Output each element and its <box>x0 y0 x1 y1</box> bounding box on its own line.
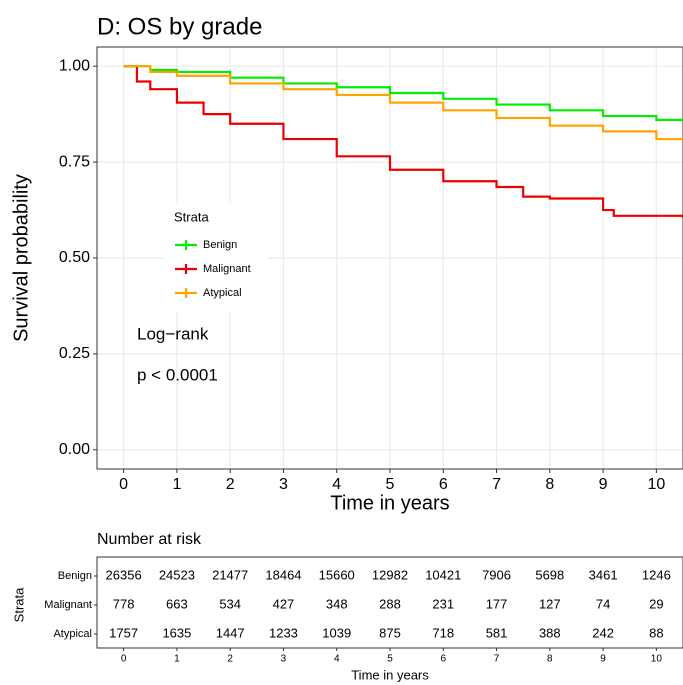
risk-count: 348 <box>326 596 348 611</box>
risk-count: 18464 <box>265 567 301 582</box>
risk-count: 24523 <box>159 567 195 582</box>
y-axis-title: Survival probability <box>10 174 32 342</box>
legend-label: Benign <box>203 239 237 251</box>
x-tick-label: 10 <box>647 476 665 493</box>
row-label: Benign <box>58 570 92 582</box>
y-tick-label: 1.00 <box>59 57 90 74</box>
table-panel <box>96 556 683 649</box>
risk-count: 74 <box>596 596 610 611</box>
x-tick-label: 9 <box>600 654 606 665</box>
table-title: Number at risk <box>97 531 202 548</box>
x-tick-label: 6 <box>439 476 448 493</box>
annotation: p < 0.0001 <box>137 365 218 384</box>
survival-curve <box>123 65 683 218</box>
x-tick-label: 8 <box>547 654 553 665</box>
legend-label: Atypical <box>203 287 242 299</box>
x-tick-label: 0 <box>119 476 128 493</box>
risk-count: 177 <box>486 596 508 611</box>
risk-count: 875 <box>379 625 401 640</box>
risk-count: 1233 <box>269 625 298 640</box>
risk-count: 15660 <box>319 567 355 582</box>
risk-count: 3461 <box>589 567 618 582</box>
x-tick-label: 5 <box>386 476 395 493</box>
x-tick-label: 2 <box>227 654 233 665</box>
risk-count: 718 <box>432 625 454 640</box>
risk-count: 1447 <box>216 625 245 640</box>
annotation: Log−rank <box>137 324 209 343</box>
x-tick-label: 8 <box>545 476 554 493</box>
risk-count: 21477 <box>212 567 248 582</box>
risk-count: 288 <box>379 596 401 611</box>
risk-count: 581 <box>486 625 508 640</box>
risk-count: 1635 <box>162 625 191 640</box>
risk-count: 1757 <box>109 625 138 640</box>
risk-count: 231 <box>432 596 454 611</box>
risk-count: 1246 <box>642 567 671 582</box>
y-tick-label: 0.00 <box>59 441 90 458</box>
table-x-title: Time in years <box>351 667 429 682</box>
x-tick-label: 9 <box>599 476 608 493</box>
x-tick-label: 1 <box>172 476 181 493</box>
x-tick-label: 3 <box>279 476 288 493</box>
risk-count: 534 <box>219 596 241 611</box>
panel-border <box>96 46 683 470</box>
row-label: Atypical <box>53 628 92 640</box>
y-tick-label: 0.75 <box>59 153 90 170</box>
table-y-title: Strata <box>11 587 26 622</box>
chart-title: D: OS by grade <box>97 13 262 40</box>
row-label: Malignant <box>44 599 92 611</box>
x-tick-label: 1 <box>174 654 180 665</box>
risk-count: 242 <box>592 625 614 640</box>
y-tick-label: 0.25 <box>59 345 90 362</box>
x-tick-label: 6 <box>440 654 446 665</box>
risk-count: 778 <box>113 596 135 611</box>
risk-count: 663 <box>166 596 188 611</box>
x-tick-label: 3 <box>281 654 287 665</box>
legend-label: Malignant <box>203 263 251 275</box>
risk-count: 1039 <box>322 625 351 640</box>
x-axis-title: Time in years <box>330 492 449 514</box>
risk-count: 388 <box>539 625 561 640</box>
x-tick-label: 0 <box>121 654 127 665</box>
x-tick-label: 2 <box>226 476 235 493</box>
risk-count: 427 <box>273 596 295 611</box>
risk-count: 7906 <box>482 567 511 582</box>
x-tick-label: 4 <box>332 476 341 493</box>
legend-title: Strata <box>174 209 209 224</box>
x-tick-label: 10 <box>651 654 663 665</box>
x-tick-label: 7 <box>492 476 501 493</box>
risk-count: 29 <box>649 596 663 611</box>
x-tick-label: 5 <box>387 654 393 665</box>
x-tick-label: 7 <box>494 654 500 665</box>
risk-count: 88 <box>649 625 663 640</box>
risk-count: 12982 <box>372 567 408 582</box>
survival-curve <box>123 65 683 141</box>
x-tick-label: 4 <box>334 654 340 665</box>
risk-count: 127 <box>539 596 561 611</box>
y-tick-label: 0.50 <box>59 249 90 266</box>
risk-count: 10421 <box>425 567 461 582</box>
risk-count: 5698 <box>535 567 564 582</box>
risk-count: 26356 <box>106 567 142 582</box>
